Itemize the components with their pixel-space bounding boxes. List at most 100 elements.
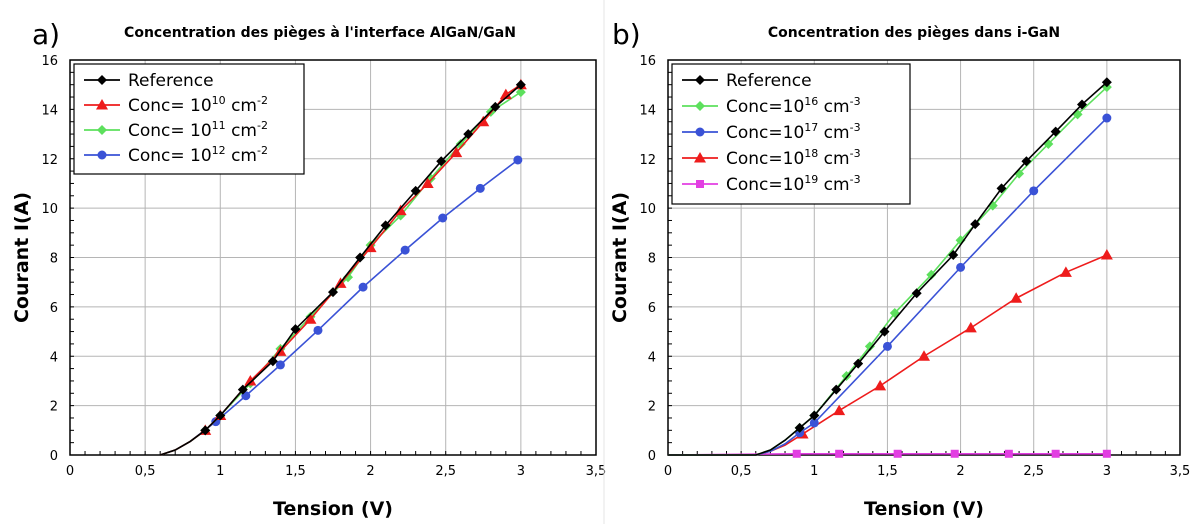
data-point xyxy=(304,313,317,324)
data-point xyxy=(290,324,301,335)
data-point xyxy=(1050,126,1061,137)
legend-text-part: Conc= 10 xyxy=(128,121,212,141)
data-point xyxy=(874,379,887,391)
legend-text-part: Conc= 10 xyxy=(128,96,212,116)
data-point xyxy=(438,213,448,223)
data-point xyxy=(410,185,421,196)
legend-swatch-marker xyxy=(97,75,107,85)
y-tick-label: 0 xyxy=(50,449,58,464)
legend-swatch-marker xyxy=(695,75,705,85)
data-point xyxy=(490,101,501,112)
y-tick-label: 14 xyxy=(41,103,58,118)
data-point xyxy=(831,384,842,395)
data-point xyxy=(970,219,981,230)
x-tick-label: 0,5 xyxy=(731,464,752,479)
legend-entry-label: Conc=1017 cm-3 xyxy=(726,121,861,143)
y-tick-label: 2 xyxy=(648,400,656,415)
data-point xyxy=(956,262,966,272)
legend-superscript: 10 xyxy=(212,94,226,107)
legend-swatch-marker xyxy=(695,101,705,111)
data-point xyxy=(436,156,447,167)
series-4 xyxy=(667,449,1111,458)
legend-text-part: Conc=10 xyxy=(726,123,804,143)
chart-panel-a: a) Concentration des pièges à l'interface… xyxy=(11,18,606,520)
data-point xyxy=(477,115,490,127)
data-point xyxy=(835,449,844,458)
data-point xyxy=(809,410,820,421)
y-tick-label: 14 xyxy=(639,103,656,118)
data-point xyxy=(893,449,902,458)
legend-text-part: cm xyxy=(818,175,849,195)
legend-entry-label: Conc=1019 cm-3 xyxy=(726,173,861,195)
legend-superscript: 18 xyxy=(804,147,818,160)
data-point xyxy=(918,350,930,361)
legend-superscript: -3 xyxy=(850,121,861,134)
data-point xyxy=(853,358,864,369)
data-point xyxy=(1100,249,1113,260)
data-point xyxy=(794,422,805,433)
data-point xyxy=(1010,292,1023,303)
x-tick-label: 3 xyxy=(517,464,525,479)
x-tick-label: 0 xyxy=(664,464,672,479)
data-point xyxy=(1076,99,1087,110)
data-point xyxy=(964,321,977,333)
legend-superscript: -3 xyxy=(850,95,861,108)
data-point xyxy=(515,79,526,90)
data-point xyxy=(1102,449,1111,458)
data-point xyxy=(463,129,474,140)
data-point xyxy=(237,384,248,395)
data-point xyxy=(1102,113,1112,123)
y-tick-label: 4 xyxy=(648,350,656,365)
data-point xyxy=(1059,266,1072,277)
legend-superscript: -3 xyxy=(850,173,861,186)
x-tick-label: 2 xyxy=(956,464,964,479)
data-point xyxy=(358,282,368,292)
data-point xyxy=(792,449,801,458)
data-point xyxy=(833,404,846,416)
legend-swatch-marker xyxy=(97,125,107,135)
data-point xyxy=(455,138,466,149)
legend-text-part: Reference xyxy=(726,71,812,91)
y-tick-label: 0 xyxy=(648,449,656,464)
data-point xyxy=(328,287,338,298)
panel-label: b) xyxy=(612,18,641,51)
x-tick-label: 3,5 xyxy=(1170,464,1191,479)
legend-superscript: -2 xyxy=(257,144,268,157)
data-point xyxy=(421,177,434,188)
data-point xyxy=(200,425,211,436)
data-point xyxy=(950,449,959,458)
data-point xyxy=(267,356,278,367)
legend-box xyxy=(671,63,911,205)
data-point xyxy=(1021,156,1032,167)
data-point xyxy=(948,250,959,261)
legend-superscript: 11 xyxy=(212,119,226,132)
data-point xyxy=(926,269,937,280)
legend-text-part: cm xyxy=(226,121,257,141)
x-tick-label: 1 xyxy=(216,464,224,479)
x-tick-label: 0,5 xyxy=(135,464,156,479)
legend-superscript: 12 xyxy=(212,144,226,157)
data-point xyxy=(275,360,285,370)
legend-entry-label: Conc=1016 cm-3 xyxy=(726,95,861,117)
data-point xyxy=(343,272,354,283)
legend-text-part: Conc=10 xyxy=(726,97,804,117)
y-tick-label: 10 xyxy=(639,202,656,217)
data-point xyxy=(882,341,892,351)
data-point xyxy=(215,410,226,421)
legend-entry-label: Conc= 1010 cm-2 xyxy=(128,94,268,116)
x-tick-label: 1 xyxy=(810,464,818,479)
legend-text-part: cm xyxy=(818,149,849,169)
chart-title: Concentration des pièges à l'interface A… xyxy=(124,25,516,41)
legend-superscript: -2 xyxy=(257,94,268,107)
data-point xyxy=(355,252,366,263)
x-tick-label: 1,5 xyxy=(877,464,898,479)
y-tick-label: 8 xyxy=(50,252,58,267)
legend-superscript: -2 xyxy=(257,119,268,132)
legend-entry-label: Conc= 1012 cm-2 xyxy=(128,144,268,166)
legend-text-part: cm xyxy=(226,96,257,116)
y-axis-label: Courant I(A) xyxy=(11,192,33,323)
y-tick-label: 12 xyxy=(639,153,656,168)
legend-superscript: 19 xyxy=(804,173,818,186)
legend-swatch-marker xyxy=(695,127,705,137)
